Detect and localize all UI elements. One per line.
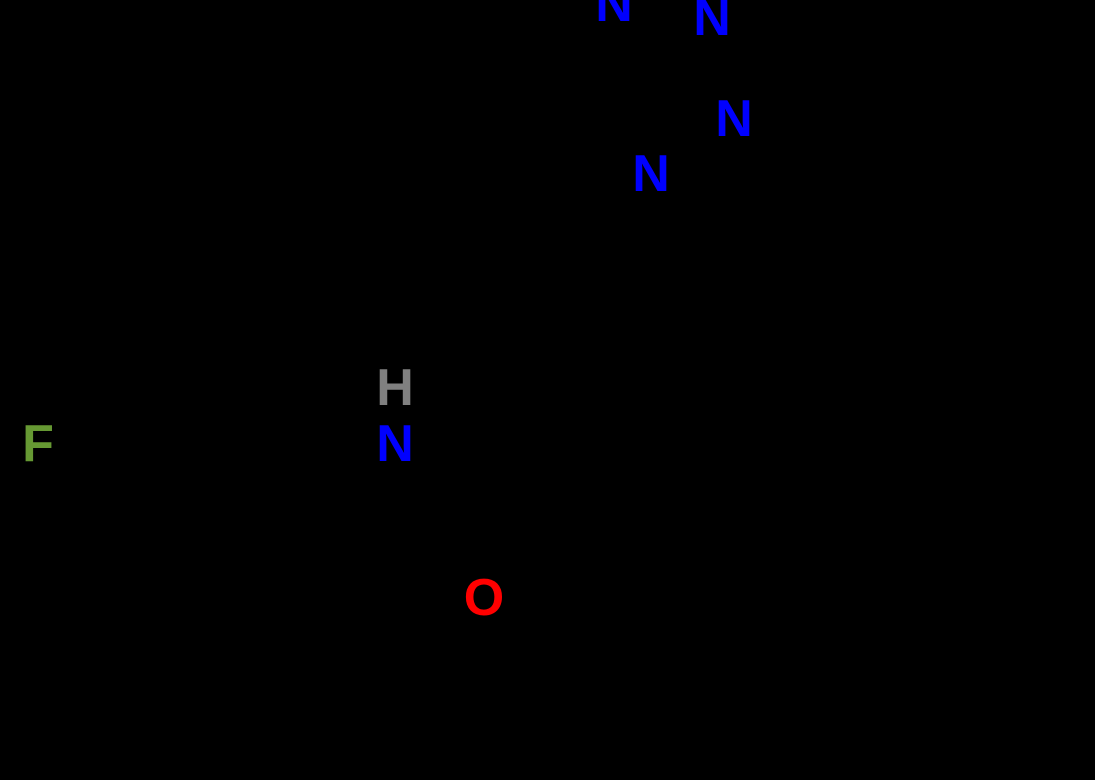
atom-label-h: H — [376, 359, 414, 417]
atom-label-n: N — [715, 90, 753, 148]
atom-label-f: F — [22, 415, 54, 473]
atom-label-n: N — [632, 145, 670, 203]
atom-label-n: N — [693, 0, 731, 47]
atom-label-n: N — [376, 415, 414, 473]
background — [0, 0, 1095, 780]
molecule-diagram: FNHONNNN — [0, 0, 1095, 780]
atom-label-n: N — [595, 0, 633, 33]
atom-label-o: O — [464, 569, 504, 627]
